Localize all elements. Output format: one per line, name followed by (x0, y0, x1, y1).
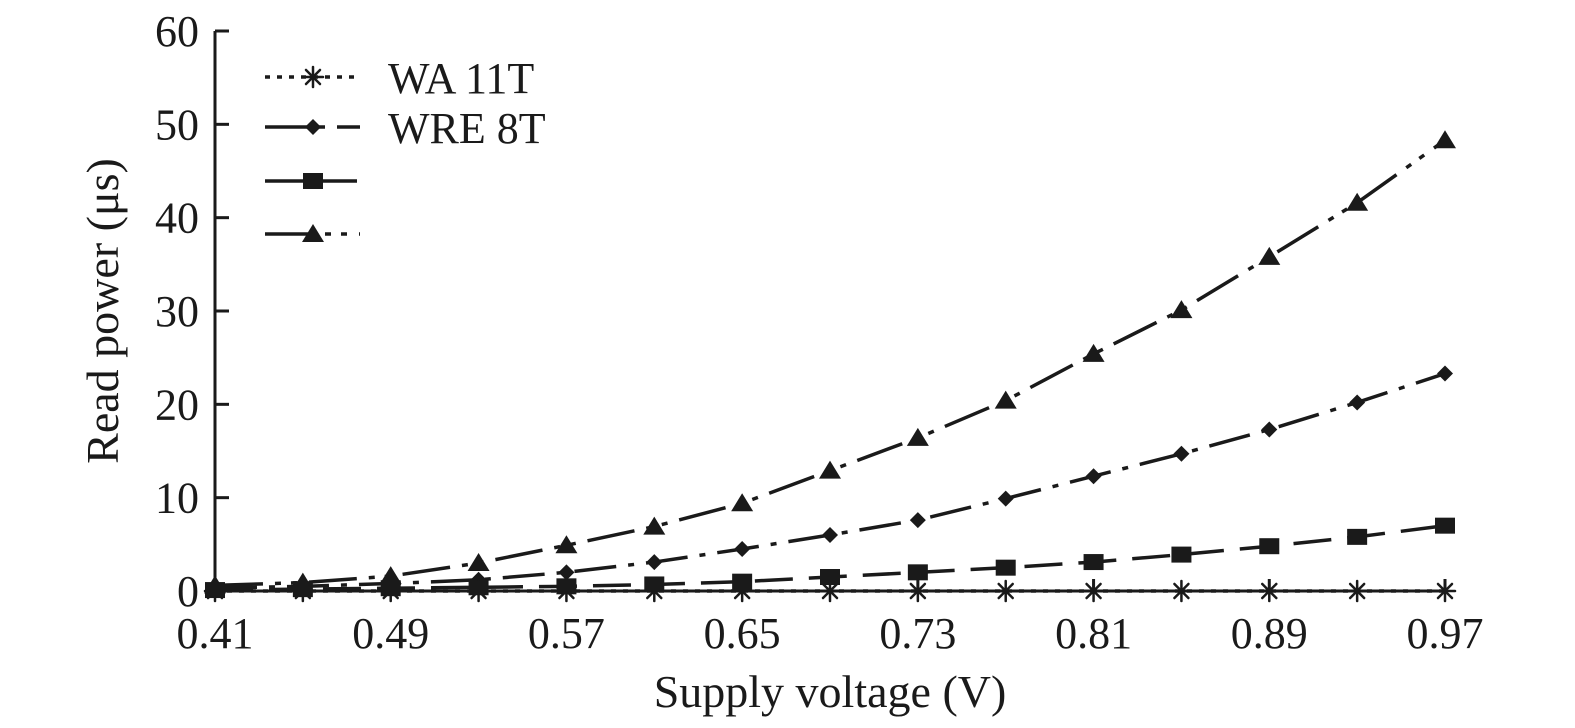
series-4-point (906, 427, 929, 446)
legend-label: WA 11T (388, 54, 534, 103)
series-3-point (1171, 546, 1192, 563)
series-4-point (1082, 343, 1105, 362)
legend-swatch-marker (301, 65, 325, 89)
x-tick-label: 0.49 (352, 609, 429, 658)
series-4-point (1346, 192, 1369, 211)
series-2-point (1085, 468, 1102, 485)
plot-area (203, 130, 1457, 603)
legend-item-1: WA 11T (265, 54, 534, 103)
axes: 0 10 20 30 40 50 60 0.41 0.49 0.57 0.65 0.73 0.81 0.8… (155, 7, 1484, 658)
series-4-point (467, 553, 490, 571)
series-4-point (731, 493, 754, 512)
y-tick-label: 40 (155, 194, 199, 243)
legend-label: WRE 8T (388, 104, 546, 153)
y-tick-label: 30 (155, 287, 199, 336)
series-3-point (1435, 517, 1455, 534)
series-3-point (907, 564, 928, 581)
series-4-point (1258, 246, 1281, 265)
series-2-point (1261, 421, 1278, 438)
legend-item-4 (265, 224, 360, 242)
x-tick-label: 0.97 (1407, 609, 1484, 658)
x-tick-label: 0.81 (1055, 609, 1132, 658)
y-tick-label: 10 (155, 474, 199, 523)
series-4 (204, 130, 1456, 594)
series-3-point (1083, 554, 1104, 571)
x-tick-label: 0.65 (704, 609, 781, 658)
series-4-point (555, 535, 578, 554)
series-3-point (1347, 528, 1368, 545)
series-2-line (214, 371, 1446, 590)
series-3-point (1259, 538, 1280, 555)
series-2-point (1349, 394, 1366, 411)
series-2-point (1437, 365, 1453, 382)
series-4-line (214, 138, 1447, 588)
series-2-point (1173, 445, 1190, 462)
series-4-point (643, 516, 666, 535)
legend-swatch-marker (302, 224, 324, 242)
series-3-point (995, 559, 1016, 576)
legend-swatch-marker (303, 173, 323, 189)
series-2-point (646, 554, 663, 571)
y-tick-label: 50 (155, 100, 199, 149)
series-4-point (1170, 300, 1193, 319)
series-2-point (909, 512, 926, 529)
x-tick-label: 0.41 (177, 609, 254, 658)
series-4-point (379, 566, 402, 585)
series-2 (207, 365, 1453, 597)
x-tick-label: 0.57 (528, 609, 605, 658)
series-3-point (820, 569, 840, 585)
y-tick-label: 60 (155, 7, 199, 56)
legend-item-3 (265, 173, 360, 189)
y-tick-label: 0 (177, 567, 199, 616)
series-4-point (819, 460, 841, 479)
series-2-point (822, 527, 838, 543)
x-tick-label: 0.89 (1231, 609, 1308, 658)
x-tick-label: 0.73 (879, 609, 956, 658)
series-2-point (734, 541, 751, 557)
legend-item-2: WRE 8T (265, 104, 546, 153)
series-2-point (558, 564, 575, 581)
series-2-point (997, 490, 1014, 507)
x-axis-title: Supply voltage (V) (654, 666, 1007, 717)
y-axis-title: Read power (μs) (77, 158, 128, 464)
y-tick-label: 20 (155, 380, 199, 429)
legend-swatch-marker (305, 119, 321, 135)
series-4-point (1434, 130, 1456, 149)
series-4-point (994, 390, 1017, 409)
